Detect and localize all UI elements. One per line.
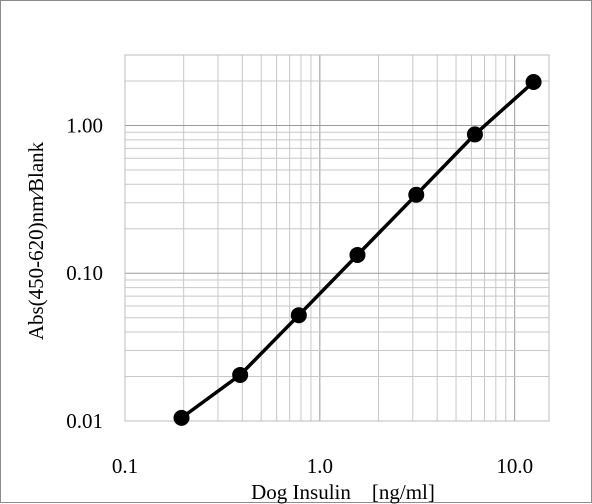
y-tick-label: 1.00 [66, 113, 103, 137]
x-tick-label: 0.1 [112, 454, 138, 478]
y-axis-title: Abs(450-620)nm∕Blank [24, 141, 48, 340]
x-tick-label: 1.0 [307, 454, 333, 478]
data-point [408, 186, 425, 203]
data-point [173, 409, 190, 426]
data-point [349, 246, 366, 263]
plot-area-border [124, 54, 550, 422]
data-point [290, 307, 307, 324]
data-point [525, 73, 542, 90]
data-points [173, 73, 542, 426]
y-tick-label: 0.01 [66, 409, 103, 433]
data-point [232, 366, 249, 383]
y-tick-labels: 0.01 0.10 1.00 [66, 113, 103, 433]
grid-layer [124, 54, 549, 422]
y-tick-label: 0.10 [66, 261, 103, 285]
x-tick-labels: 0.1 1.0 10.0 [112, 454, 533, 478]
x-tick-label: 10.0 [496, 454, 533, 478]
x-axis-title: Dog Insulin [ng/ml] [251, 480, 435, 504]
data-point [466, 126, 483, 143]
